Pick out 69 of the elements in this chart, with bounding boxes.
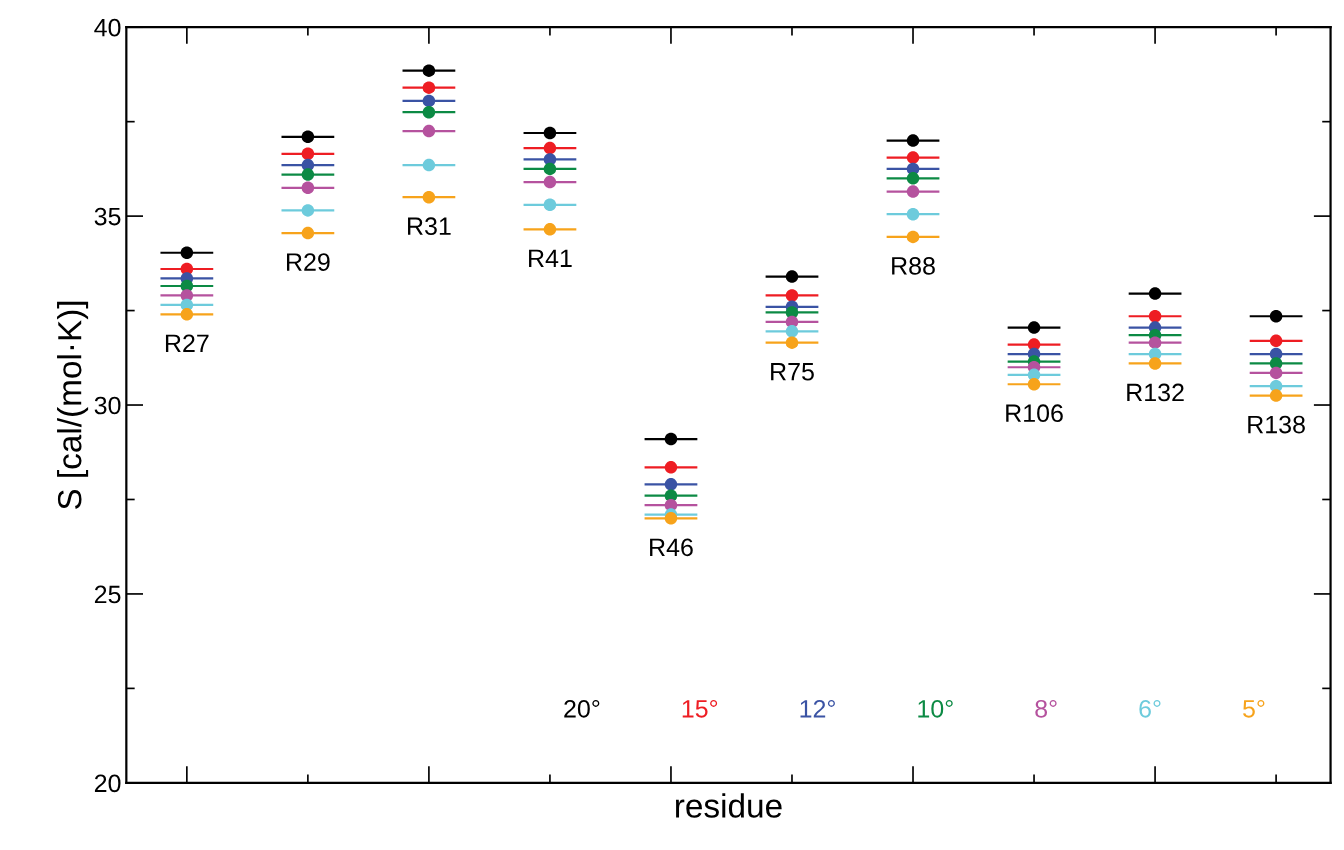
x-tick-label: R27 bbox=[165, 334, 209, 352]
point bbox=[1269, 334, 1283, 348]
point bbox=[906, 151, 920, 164]
text: 15° bbox=[682, 699, 718, 718]
y-tick-label: 25 bbox=[94, 585, 121, 604]
text: 10° bbox=[918, 699, 953, 718]
point bbox=[1148, 309, 1162, 323]
point bbox=[906, 207, 920, 221]
point bbox=[785, 336, 799, 349]
point bbox=[422, 158, 436, 172]
text: 20° bbox=[564, 699, 600, 718]
point bbox=[1269, 389, 1283, 402]
point bbox=[1148, 357, 1162, 370]
point bbox=[785, 270, 799, 283]
point bbox=[543, 141, 557, 155]
point bbox=[180, 246, 194, 260]
x-tick-label: R132 bbox=[1127, 383, 1184, 402]
y-tick-label: 35 bbox=[94, 207, 121, 226]
point bbox=[785, 325, 799, 338]
point bbox=[422, 190, 436, 204]
point bbox=[664, 478, 678, 491]
x-tick-label: R46 bbox=[650, 538, 693, 557]
point bbox=[1148, 336, 1162, 349]
point bbox=[422, 94, 436, 108]
point bbox=[1148, 287, 1162, 300]
point bbox=[180, 308, 194, 321]
point bbox=[906, 134, 920, 147]
y-axis-title: S [cal/(mol·K)] bbox=[57, 301, 89, 510]
x-tick-label: R29 bbox=[287, 253, 330, 271]
point bbox=[301, 204, 315, 217]
point bbox=[1269, 366, 1283, 380]
text: 8° bbox=[1035, 699, 1057, 718]
point bbox=[664, 432, 678, 446]
point bbox=[785, 289, 799, 302]
text: 12° bbox=[800, 699, 835, 718]
point bbox=[422, 81, 436, 94]
point bbox=[1027, 377, 1041, 391]
x-tick-label: R88 bbox=[892, 257, 935, 275]
point bbox=[543, 162, 557, 176]
point bbox=[1027, 321, 1041, 334]
point bbox=[906, 172, 920, 185]
point bbox=[1269, 309, 1283, 323]
point bbox=[664, 512, 678, 525]
x-axis-title: residue bbox=[676, 793, 782, 818]
point bbox=[301, 147, 315, 161]
x-tick-label: R106 bbox=[1006, 404, 1063, 423]
x-tick-label: R41 bbox=[529, 249, 572, 267]
y-tick-label: 30 bbox=[94, 396, 121, 415]
point bbox=[543, 223, 557, 236]
x-tick-label: R31 bbox=[408, 217, 451, 236]
point bbox=[543, 198, 557, 212]
text: 5° bbox=[1243, 699, 1265, 718]
point bbox=[422, 105, 436, 119]
x-tick-label: R138 bbox=[1248, 415, 1305, 434]
point bbox=[301, 130, 315, 144]
text: 6° bbox=[1139, 699, 1161, 718]
point bbox=[543, 175, 557, 189]
point bbox=[301, 226, 315, 240]
point bbox=[906, 185, 920, 198]
point bbox=[301, 168, 315, 181]
point bbox=[906, 230, 920, 244]
y-tick-label: 40 bbox=[94, 18, 121, 37]
point bbox=[422, 64, 436, 77]
point bbox=[301, 181, 315, 195]
x-tick-label: R75 bbox=[771, 363, 814, 381]
point bbox=[422, 124, 436, 138]
y-tick-label: 20 bbox=[94, 774, 121, 793]
point bbox=[543, 126, 557, 140]
point bbox=[664, 461, 678, 474]
